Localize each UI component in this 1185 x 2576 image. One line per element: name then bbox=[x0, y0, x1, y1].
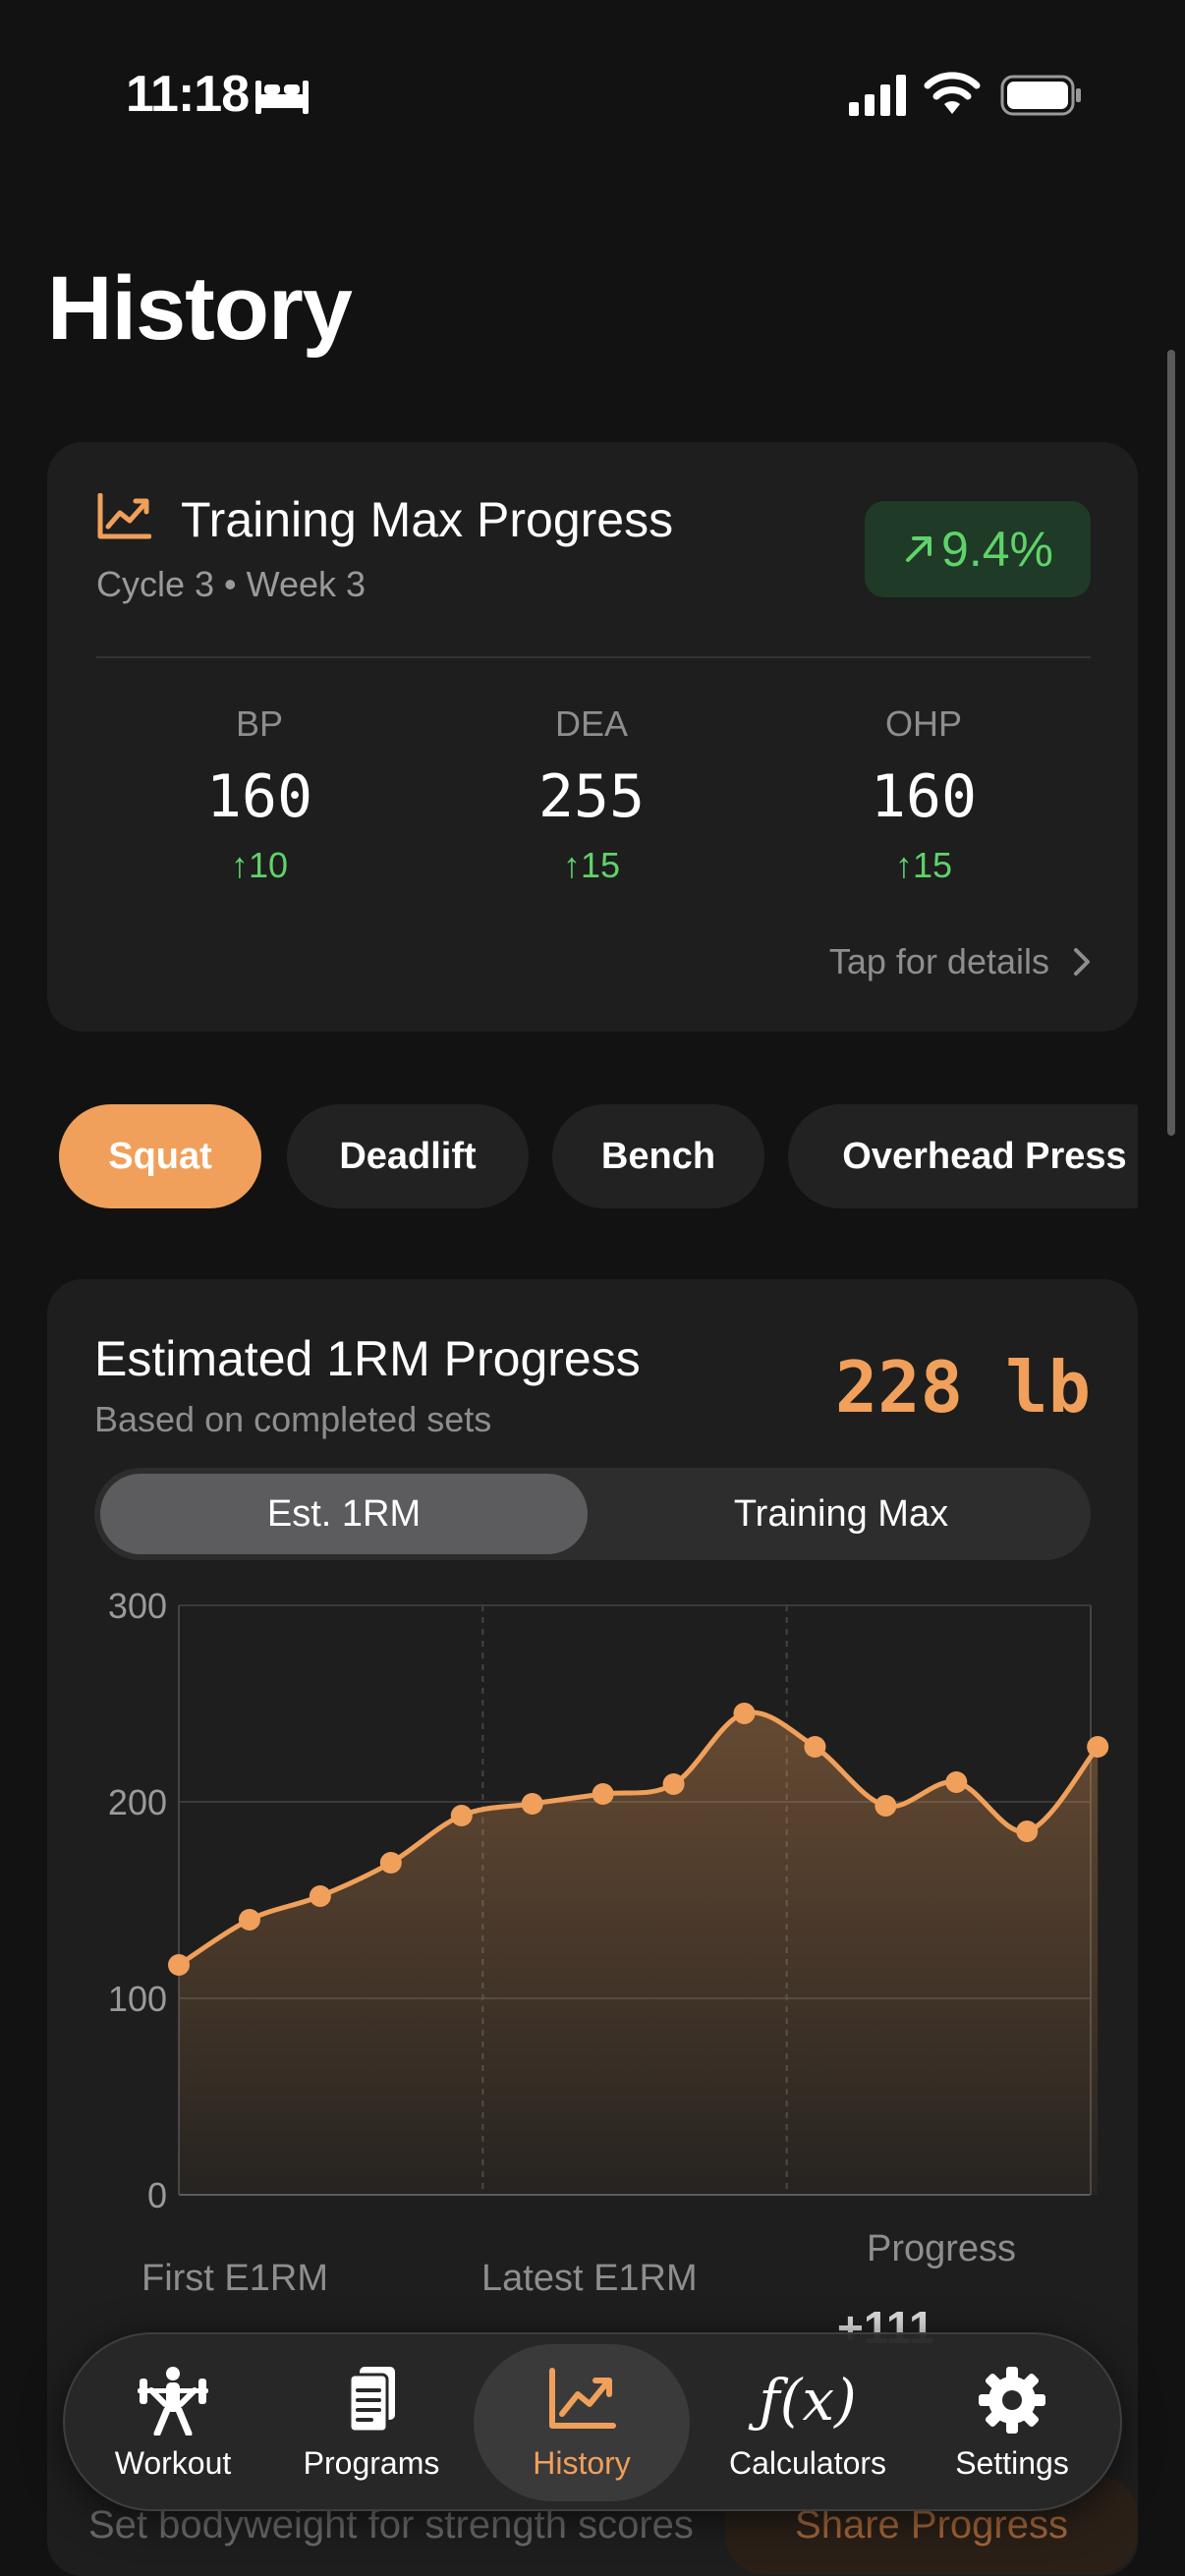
chart-data-point bbox=[238, 1909, 260, 1931]
stat-value: 160 bbox=[205, 762, 313, 831]
chart-data-point bbox=[733, 1703, 756, 1724]
progress-badge-value: 9.4% bbox=[941, 522, 1053, 577]
stat-change: ↑15 bbox=[562, 845, 621, 885]
tab-bar: Workout Programs History ƒ(x) Calculator… bbox=[63, 2332, 1122, 2511]
stat-dea: DEA 255 ↑15 bbox=[444, 703, 739, 886]
segment-training-max[interactable]: Training Max bbox=[733, 1492, 949, 1535]
chart-data-point bbox=[1087, 1736, 1109, 1758]
stat-label: DEA bbox=[554, 703, 629, 744]
scrollbar[interactable] bbox=[1167, 350, 1175, 1136]
stat-value: 160 bbox=[870, 762, 978, 831]
battery-icon bbox=[1000, 75, 1081, 116]
chart-data-point bbox=[168, 1954, 190, 1976]
chart-data-point bbox=[450, 1805, 473, 1826]
chevron-right-icon bbox=[1074, 948, 1090, 976]
chart-data-point bbox=[379, 1852, 402, 1874]
metric-segmented-control[interactable]: Est. 1RM Training Max bbox=[94, 1468, 1091, 1560]
y-tick-label: 200 bbox=[108, 1782, 167, 1822]
divider bbox=[96, 656, 1091, 658]
chart-data-point bbox=[945, 1771, 968, 1793]
document-icon bbox=[348, 2366, 395, 2433]
status-bar: 11:18 bbox=[0, 0, 1185, 187]
gear-icon bbox=[979, 2366, 1045, 2434]
wifi-icon bbox=[924, 72, 981, 114]
chart-data-point bbox=[521, 1793, 543, 1815]
e1rm-subtitle: Based on completed sets bbox=[94, 1399, 492, 1439]
page-title: History bbox=[47, 258, 353, 359]
tab-label: Settings bbox=[955, 2444, 1069, 2481]
training-max-title: Training Max Progress bbox=[181, 492, 674, 547]
e1rm-current-value: 228 lb bbox=[834, 1346, 1091, 1428]
latest-e1rm-label: Latest E1RM bbox=[481, 2258, 698, 2299]
trend-chart-icon bbox=[97, 493, 151, 539]
progress-label: Progress bbox=[867, 2228, 1017, 2269]
stat-bp: BP 160 ↑10 bbox=[112, 703, 407, 886]
tab-squat[interactable]: Squat bbox=[59, 1104, 261, 1208]
tab-calculators[interactable]: ƒ(x) Calculators bbox=[700, 2344, 916, 2501]
status-time: 11:18 bbox=[126, 66, 250, 123]
e1rm-chart: 0 100 200 300 bbox=[108, 1586, 1109, 2215]
stat-label: OHP bbox=[884, 703, 962, 744]
chart-data-point bbox=[662, 1773, 685, 1795]
chart-data-point bbox=[592, 1783, 614, 1805]
exercise-tabs[interactable]: Squat Deadlift Bench Overhead Press bbox=[59, 1104, 1138, 1208]
details-link-label: Tap for details bbox=[828, 941, 1049, 981]
stat-ohp: OHP 160 ↑15 bbox=[776, 703, 1071, 886]
y-tick-label: 300 bbox=[108, 1586, 167, 1626]
tab-settings[interactable]: Settings bbox=[924, 2344, 1100, 2501]
chart-data-point bbox=[309, 1885, 331, 1907]
signal-icon bbox=[849, 75, 906, 116]
tab-overhead-press[interactable]: Overhead Press bbox=[788, 1104, 1138, 1208]
function-icon: ƒ(x) bbox=[759, 2366, 857, 2434]
tab-label: History bbox=[533, 2444, 631, 2481]
arrow-up-right-icon bbox=[906, 536, 932, 562]
tab-label: Programs bbox=[303, 2444, 440, 2481]
y-tick-label: 100 bbox=[108, 1979, 167, 2019]
tab-deadlift[interactable]: Deadlift bbox=[287, 1104, 529, 1208]
progress-badge: 9.4% bbox=[865, 501, 1091, 597]
stat-label: BP bbox=[235, 703, 284, 744]
training-max-subtitle: Cycle 3 • Week 3 bbox=[96, 564, 367, 604]
segment-est-1rm[interactable]: Est. 1RM bbox=[100, 1474, 588, 1554]
chart-icon bbox=[549, 2367, 616, 2429]
tab-label: Calculators bbox=[728, 2444, 887, 2481]
first-e1rm-label: First E1RM bbox=[141, 2258, 328, 2299]
chart-data-point bbox=[1016, 1820, 1039, 1842]
training-max-card[interactable]: Training Max Progress Cycle 3 • Week 3 9… bbox=[47, 442, 1138, 1032]
tab-workout[interactable]: Workout bbox=[85, 2344, 261, 2501]
tab-bench[interactable]: Bench bbox=[552, 1104, 764, 1208]
tab-label: Workout bbox=[114, 2444, 232, 2481]
stat-change: ↑10 bbox=[230, 845, 289, 885]
tab-history[interactable]: History bbox=[474, 2344, 690, 2501]
stat-value: 255 bbox=[537, 762, 646, 831]
chart-area-fill bbox=[179, 1711, 1099, 2195]
details-link[interactable]: Tap for details bbox=[829, 941, 1091, 982]
chart-data-point bbox=[875, 1795, 897, 1817]
e1rm-title: Estimated 1RM Progress bbox=[94, 1331, 641, 1386]
tab-programs[interactable]: Programs bbox=[283, 2344, 460, 2501]
chart-data-point bbox=[804, 1736, 826, 1758]
y-tick-label: 0 bbox=[147, 2175, 167, 2215]
weightlifter-icon bbox=[138, 2366, 208, 2436]
bed-icon bbox=[255, 81, 309, 114]
stat-change: ↑15 bbox=[894, 845, 953, 885]
